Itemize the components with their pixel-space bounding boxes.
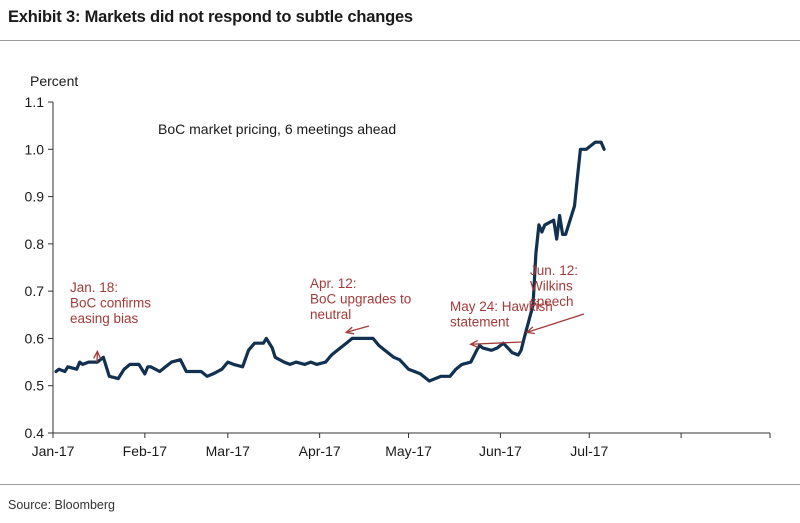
annotation-arrowhead (344, 326, 355, 335)
y-axis-label: Percent (30, 73, 78, 89)
annotation-arrow (526, 313, 585, 334)
source-note: Source: Bloomberg (8, 498, 116, 512)
x-tick-label: May-17 (385, 443, 432, 459)
series-line (54, 140, 606, 383)
exhibit-title: Exhibit 3: Markets did not respond to su… (8, 8, 413, 26)
annotation-text: Jan. 18: (70, 280, 118, 295)
annotation-text: statement (450, 315, 510, 330)
y-tick-label: 0.9 (25, 189, 45, 205)
y-tick-label: 1.1 (25, 94, 45, 110)
x-tick-label: Jan-17 (32, 443, 75, 459)
x-tick-label: Jun-17 (479, 443, 522, 459)
annotation-text: BoC confirms (70, 296, 151, 311)
x-tick-label: Mar-17 (206, 443, 251, 459)
chart-title: BoC market pricing, 6 meetings ahead (158, 121, 396, 137)
line-chart: Percent BoC market pricing, 6 meetings a… (25, 73, 771, 459)
y-tick-label: 0.8 (25, 236, 45, 252)
annotation-text: Jun. 12: (530, 263, 578, 278)
annotation-text: May 24: Hawkish (450, 299, 553, 314)
annotation-arrowhead (525, 326, 535, 335)
annotation-text: easing bias (70, 311, 139, 326)
annotation-text: Wilkins (530, 279, 573, 294)
y-tick-label: 1.0 (25, 141, 45, 157)
annotation-text: neutral (310, 307, 351, 322)
annotation-arrow (346, 325, 370, 334)
y-tick-label: 0.4 (25, 425, 45, 441)
series-group (54, 140, 606, 383)
axes: 0.4 0.5 0.6 0.7 0.8 0.9 1.0 1.1 Jan-17 Feb-17 Mar-… (25, 94, 771, 459)
title-divider (0, 40, 800, 41)
annotation-arrow (470, 341, 523, 345)
y-tick-label: 0.6 (25, 330, 45, 346)
x-tick-label: Jul-17 (570, 443, 608, 459)
annotation-arrowhead (93, 349, 102, 359)
annotation-text: Apr. 12: (310, 276, 357, 291)
y-tick-label: 0.7 (25, 283, 45, 299)
y-tick-label: 0.5 (25, 378, 45, 394)
footer-divider (0, 484, 800, 485)
annotation-text: speech (530, 294, 574, 309)
x-tick-label: Apr-17 (299, 443, 341, 459)
annotation-arrowhead (469, 339, 479, 349)
x-tick-label: Feb-17 (123, 443, 168, 459)
annotation-text: BoC upgrades to (310, 292, 411, 307)
